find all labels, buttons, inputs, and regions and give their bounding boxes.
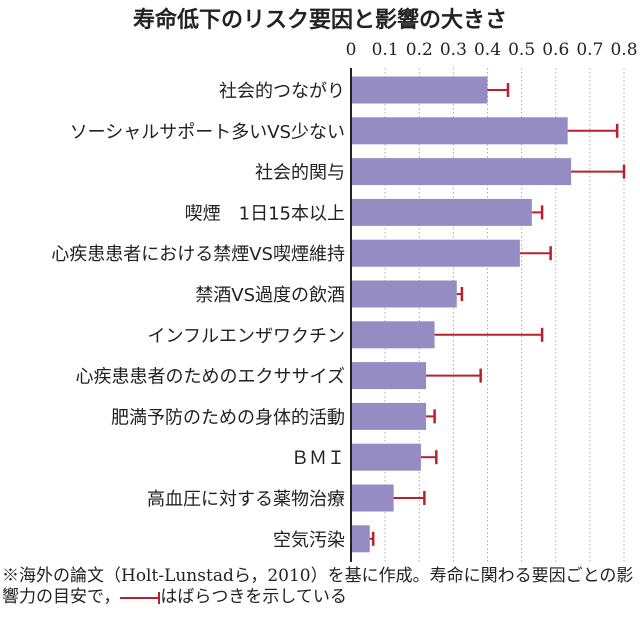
footnote: ※海外の論文（Holt-Lunstadら，2010）を基に作成。寿命に関わる要因… xyxy=(2,566,638,608)
category-label: 心疾患患者のためのエクササイズ xyxy=(76,367,345,388)
category-label: インフルエンザワクチン xyxy=(148,326,345,347)
category-label: 社会的関与 xyxy=(255,163,345,184)
chart-title: 寿命低下のリスク要因と影響の大きさ xyxy=(133,7,507,33)
category-label: ＢＭＩ xyxy=(291,448,345,469)
bar xyxy=(351,158,572,186)
bar xyxy=(351,362,427,390)
error-bar-legend-icon xyxy=(120,591,161,604)
bar xyxy=(351,198,532,226)
category-label: 高血圧に対する薬物治療 xyxy=(147,489,345,510)
x-tick-label: 0.3 xyxy=(440,40,467,60)
bar xyxy=(351,321,435,349)
bar xyxy=(351,484,394,512)
x-tick-label: 0.6 xyxy=(542,40,569,60)
footnote-text-2: はばらつきを示している xyxy=(160,587,347,607)
bar xyxy=(351,443,421,471)
bar xyxy=(351,402,427,430)
x-tick-label: 0 xyxy=(346,40,357,60)
x-tick-label: 0.7 xyxy=(576,40,603,60)
bar xyxy=(351,76,488,104)
bar xyxy=(351,280,457,308)
category-label: 禁酒VS過度の飲酒 xyxy=(195,285,345,306)
x-tick-label: 0.2 xyxy=(406,40,433,60)
footnote-text: ※海外の論文（Holt-Lunstadら，2010）を基に作成。寿命に関わる要因… xyxy=(2,566,634,607)
category-label: ソーシャルサポート多いVS少ない xyxy=(70,122,345,143)
x-tick-label: 0.1 xyxy=(372,40,399,60)
bar xyxy=(351,525,370,553)
category-label: 心疾患患者における禁煙VS喫煙維持 xyxy=(51,244,345,265)
x-tick-label: 0.4 xyxy=(474,40,501,60)
category-label: 肥満予防のための身体的活動 xyxy=(111,407,345,428)
category-label: 喫煙 1日15本以上 xyxy=(185,203,345,224)
x-tick-label: 0.5 xyxy=(508,40,535,60)
category-label: 空気汚染 xyxy=(273,530,345,551)
chart: 寿命低下のリスク要因と影響の大きさ 0 0.1 0.2 0.3 0.4 0.5 0.6 0.7… xyxy=(51,7,638,562)
bar xyxy=(351,117,568,145)
x-tick-label: 0.8 xyxy=(610,40,637,60)
category-label: 社会的つながり xyxy=(219,81,345,102)
bar xyxy=(351,239,520,267)
